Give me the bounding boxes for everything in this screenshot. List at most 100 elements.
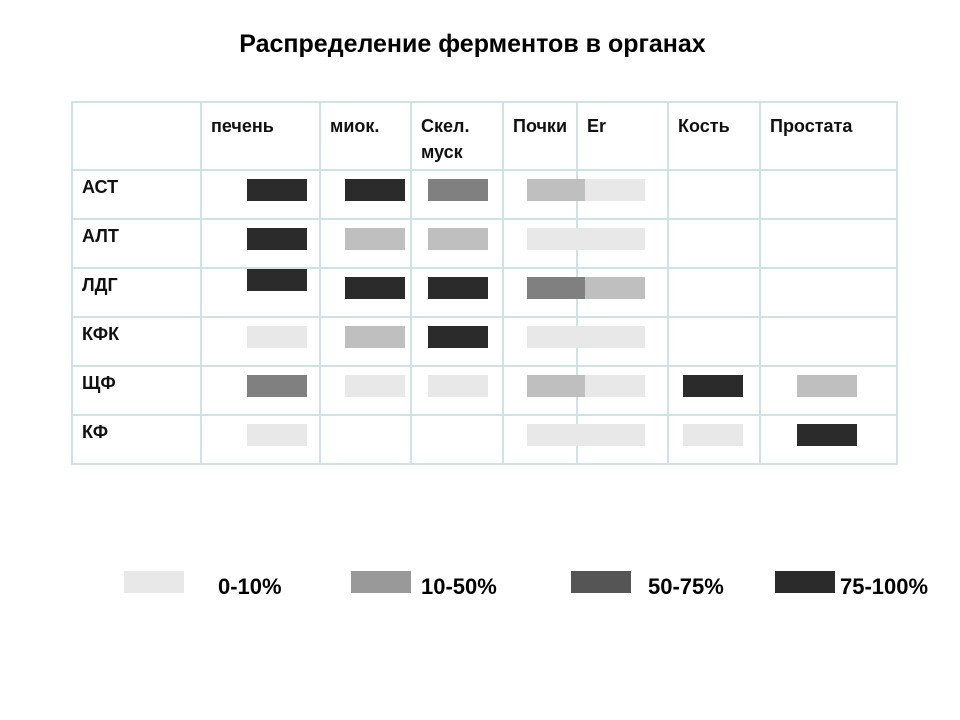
level-cell — [410, 218, 504, 269]
row-label-cell: КФ — [71, 414, 202, 465]
level-cell — [410, 414, 504, 465]
column-header-label: Скел. муск — [421, 116, 470, 162]
header-row: печень миок. Скел. муск Почки Er Кость Простат… — [71, 101, 898, 171]
level-bar — [683, 375, 743, 397]
level-bar — [247, 375, 307, 397]
level-bar — [247, 269, 307, 291]
level-cell — [667, 414, 761, 465]
level-bar — [247, 326, 307, 348]
level-cell — [502, 365, 587, 416]
legend-swatch — [571, 571, 631, 593]
level-cell — [759, 169, 898, 220]
level-cell — [200, 267, 321, 318]
enzyme-label: КФК — [82, 324, 120, 344]
level-bar — [585, 424, 645, 446]
level-bar — [585, 277, 645, 299]
level-bar — [345, 326, 405, 348]
column-header: Простата — [759, 101, 898, 171]
level-bar — [247, 179, 307, 201]
level-bar — [428, 228, 488, 250]
level-cell — [319, 267, 412, 318]
legend-label: 0-10% — [218, 574, 282, 599]
column-header-label: Простата — [770, 116, 853, 136]
level-cell — [667, 316, 761, 367]
level-cell — [200, 218, 321, 269]
header-corner-cell — [71, 101, 202, 171]
level-cell — [502, 414, 587, 465]
enzyme-label: АСТ — [82, 177, 119, 197]
table-row: КФ — [71, 414, 898, 465]
level-bar — [527, 277, 587, 299]
level-cell — [319, 316, 412, 367]
level-cell — [576, 365, 669, 416]
level-bar — [797, 424, 857, 446]
row-label-cell: АЛТ — [71, 218, 202, 269]
level-bar — [797, 375, 857, 397]
table-row: АСТ — [71, 169, 898, 220]
level-cell — [410, 365, 504, 416]
level-cell — [200, 365, 321, 416]
level-cell — [576, 218, 669, 269]
level-cell — [759, 365, 898, 416]
level-bar — [585, 179, 645, 201]
level-cell — [410, 267, 504, 318]
legend-swatch — [351, 571, 411, 593]
level-bar — [683, 424, 743, 446]
level-cell — [576, 169, 669, 220]
level-cell — [319, 218, 412, 269]
level-cell — [759, 414, 898, 465]
column-header: печень — [200, 101, 321, 171]
row-label-cell: КФК — [71, 316, 202, 367]
level-bar — [585, 375, 645, 397]
level-cell — [667, 267, 761, 318]
level-bar — [428, 326, 488, 348]
level-bar — [345, 375, 405, 397]
level-cell — [759, 316, 898, 367]
enzyme-label: АЛТ — [82, 226, 119, 246]
page-title: Распределение ферментов в органах — [239, 30, 706, 58]
level-cell — [502, 218, 587, 269]
enzyme-label: ЩФ — [82, 373, 116, 393]
enzyme-label: КФ — [82, 422, 109, 442]
table-row: АЛТ — [71, 218, 898, 269]
column-header: Er — [576, 101, 669, 171]
level-bar — [345, 179, 405, 201]
level-cell — [410, 169, 504, 220]
level-bar — [345, 228, 405, 250]
enzyme-distribution-table: печень миок. Скел. муск Почки Er Кость Простат… — [71, 101, 898, 465]
level-cell — [502, 267, 587, 318]
legend-swatch — [775, 571, 835, 593]
row-label-cell: ЛДГ — [71, 267, 202, 318]
level-cell — [759, 267, 898, 318]
level-cell — [200, 169, 321, 220]
level-bar — [247, 228, 307, 250]
column-header: Почки — [502, 101, 578, 171]
legend-swatch — [124, 571, 184, 593]
column-header: Скел. муск — [410, 101, 504, 171]
level-cell — [576, 414, 669, 465]
level-cell — [667, 218, 761, 269]
column-header-label: печень — [211, 116, 274, 136]
level-bar — [527, 375, 587, 397]
level-bar — [247, 424, 307, 446]
table-row: КФК — [71, 316, 898, 367]
column-header-label: Er — [587, 116, 607, 136]
legend-label: 50-75% — [648, 574, 724, 599]
level-bar — [527, 424, 587, 446]
level-bar — [585, 228, 645, 250]
level-bar — [428, 277, 488, 299]
column-header-label: Кость — [678, 116, 730, 136]
level-cell — [200, 414, 321, 465]
level-bar — [428, 179, 488, 201]
level-cell — [667, 365, 761, 416]
level-bar — [345, 277, 405, 299]
table-row: ЛДГ — [71, 267, 898, 318]
level-cell — [502, 169, 587, 220]
column-header: миок. — [319, 101, 412, 171]
column-header-label: Почки — [513, 116, 568, 136]
column-header: Кость — [667, 101, 761, 171]
column-header-label: миок. — [330, 116, 380, 136]
level-cell — [410, 316, 504, 367]
legend-label: 75-100% — [840, 574, 929, 599]
level-cell — [319, 365, 412, 416]
